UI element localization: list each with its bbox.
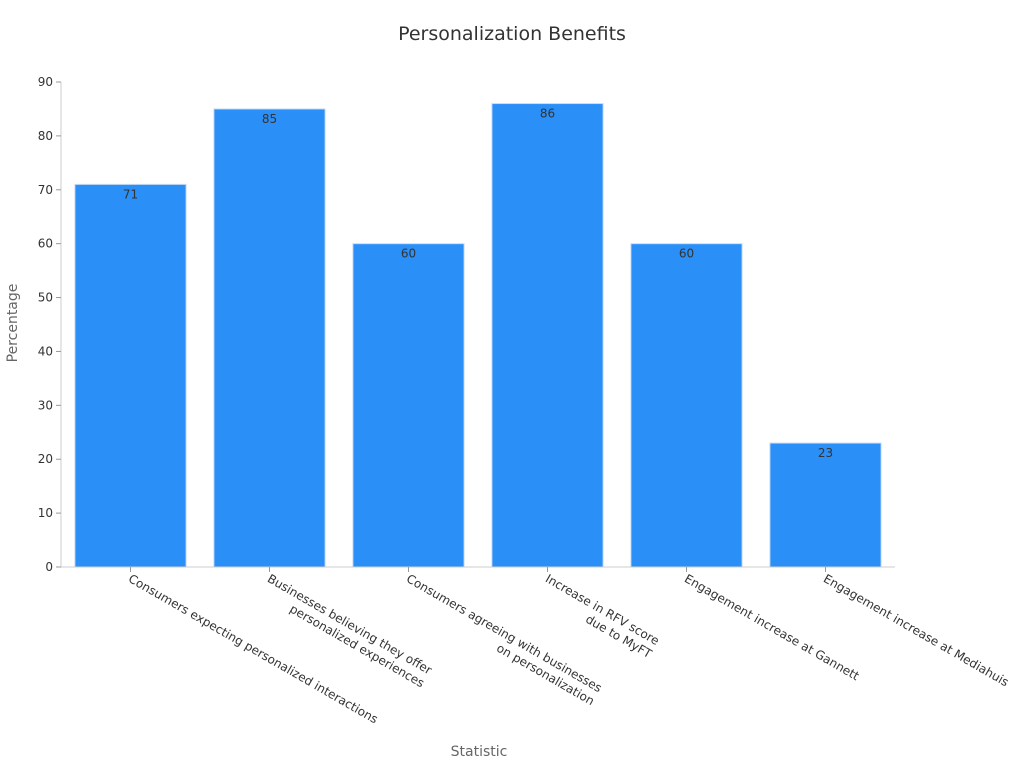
bar: [352, 243, 465, 568]
x-axis: Consumers expecting personalized interac…: [61, 566, 1011, 726]
bar: [769, 442, 882, 568]
x-tick-label: Increase in RFV scoredue to MyFT: [536, 571, 663, 661]
y-tick-label: 80: [38, 129, 53, 143]
bar-value-label: 71: [123, 187, 138, 201]
y-tick-label: 60: [38, 237, 53, 251]
y-axis-title: Percentage: [5, 284, 21, 363]
y-tick-label: 30: [38, 398, 53, 412]
y-tick-label: 0: [45, 560, 53, 574]
bar: [491, 103, 604, 568]
x-tick-label-line: Consumers expecting personalized interac…: [126, 571, 380, 726]
y-tick-label: 10: [38, 506, 53, 520]
y-tick-label: 70: [38, 183, 53, 197]
bar: [213, 108, 326, 568]
chart-title: Personalization Benefits: [398, 23, 626, 45]
bar-value-label: 23: [818, 446, 833, 460]
y-tick-label: 50: [38, 291, 53, 305]
bars-group: 71 85 60 86 60 23: [74, 103, 882, 568]
x-axis-title: Statistic: [451, 744, 508, 760]
x-tick-label: Consumers expecting personalized interac…: [126, 571, 380, 726]
y-tick-label: 20: [38, 452, 53, 466]
x-tick-label-line: Increase in RFV score: [543, 571, 662, 648]
bar-value-label: 85: [262, 112, 277, 126]
y-tick-label: 90: [38, 75, 53, 89]
bar: [630, 243, 743, 568]
bar-value-label: 86: [540, 107, 555, 121]
bar: [74, 183, 187, 568]
y-tick-label: 40: [38, 344, 53, 358]
bar-value-label: 60: [401, 247, 416, 261]
y-axis: 0 10 20 30 40 50 60 70 80 90: [38, 75, 62, 574]
bar-value-label: 60: [679, 247, 694, 261]
